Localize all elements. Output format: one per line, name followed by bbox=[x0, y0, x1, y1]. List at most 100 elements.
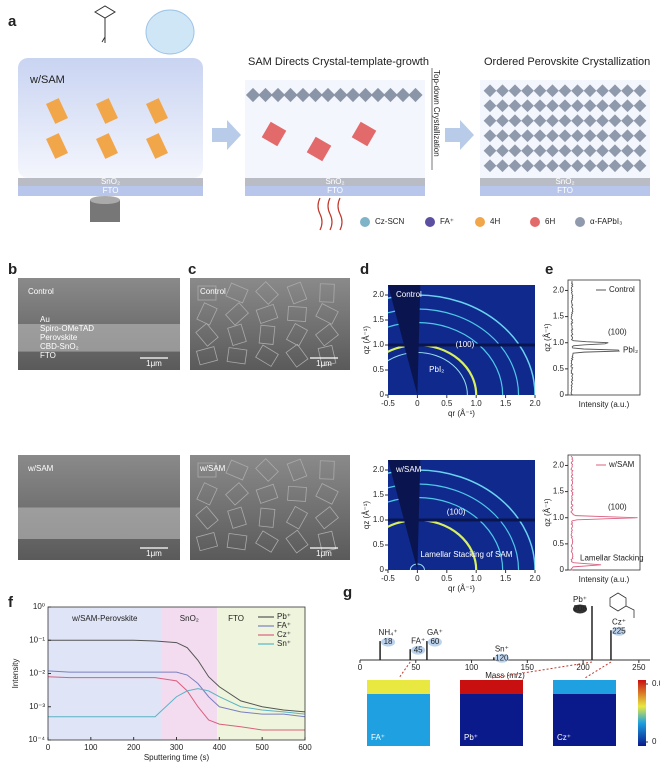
panel-label: d bbox=[360, 261, 369, 278]
panel-label: b bbox=[8, 261, 17, 278]
x-tick-label: 300 bbox=[170, 743, 184, 752]
x-tick-label: 50 bbox=[411, 663, 420, 672]
scale-text: 1μm bbox=[146, 549, 162, 558]
peak-name: Pb⁺ bbox=[573, 595, 587, 604]
x-tick-label: -0.5 bbox=[381, 574, 395, 583]
peak-mass: 45 bbox=[414, 645, 423, 654]
legend-label: Control bbox=[609, 285, 635, 294]
y-tick-label: 1.0 bbox=[553, 338, 565, 347]
y-tick-label: 10⁻² bbox=[29, 669, 45, 678]
x-tick-label: 0.5 bbox=[441, 399, 453, 408]
map-label: FA⁺ bbox=[371, 733, 385, 742]
molecule bbox=[610, 593, 634, 618]
x-axis-label: Intensity (a.u.) bbox=[579, 400, 630, 409]
scale-text: 1μm bbox=[146, 359, 162, 368]
y-tick-label: 0 bbox=[560, 390, 565, 399]
layer-label: FTO bbox=[103, 186, 119, 195]
profile-line bbox=[571, 281, 619, 395]
y-tick-label: 1.5 bbox=[553, 487, 565, 496]
map-label: Cz⁺ bbox=[557, 733, 571, 742]
colorbar-label: 0.02 bbox=[652, 679, 660, 688]
peak-mass: 120 bbox=[495, 653, 509, 662]
peak-mass: 225 bbox=[612, 626, 626, 635]
x-tick-label: 400 bbox=[213, 743, 227, 752]
y-tick-label: 0.5 bbox=[373, 365, 385, 374]
y-tick-label: 10⁻³ bbox=[29, 702, 45, 711]
scale-text: 1μm bbox=[316, 359, 332, 368]
y-tick-label: 1.5 bbox=[553, 312, 565, 321]
x-tick-label: 1.0 bbox=[471, 574, 483, 583]
arrow bbox=[445, 120, 474, 150]
y-tick-label: 2.0 bbox=[553, 461, 565, 470]
legend-label: Sn⁺ bbox=[277, 639, 291, 648]
x-tick-label: -0.5 bbox=[381, 399, 395, 408]
arrow bbox=[212, 120, 241, 150]
y-tick-label: 0 bbox=[560, 565, 565, 574]
legend-label: Pb⁺ bbox=[277, 612, 291, 621]
y-tick-label: 1.0 bbox=[373, 340, 385, 349]
sem-label: Control bbox=[28, 287, 54, 296]
x-axis-label: qr (Å⁻¹) bbox=[448, 584, 475, 593]
y-axis-label: qz (Å⁻¹) bbox=[362, 326, 371, 355]
panel-label: c bbox=[188, 261, 196, 278]
x-tick-label: 0 bbox=[358, 663, 363, 672]
colorbar bbox=[638, 680, 646, 746]
droplet bbox=[146, 10, 194, 54]
y-axis-label: Intensity bbox=[11, 659, 20, 689]
legend-icon bbox=[575, 217, 585, 227]
y-tick-label: 1.5 bbox=[373, 490, 385, 499]
peak-mass: 208 bbox=[573, 604, 587, 613]
region bbox=[217, 607, 305, 740]
ion-map-band bbox=[367, 680, 430, 694]
peak-name: Sn⁺ bbox=[495, 644, 509, 653]
legend-icon bbox=[425, 217, 435, 227]
x-tick-label: 100 bbox=[465, 663, 479, 672]
panel-label: a bbox=[8, 13, 17, 30]
y-tick-label: 10⁻¹ bbox=[29, 635, 45, 644]
giwaxs-label: w/SAM bbox=[395, 465, 422, 474]
layer-label: Spiro-OMeTAD bbox=[40, 324, 94, 333]
legend-label: FA⁺ bbox=[440, 217, 454, 226]
layer-label: SnO₂ bbox=[325, 177, 344, 186]
y-tick-label: 0.5 bbox=[553, 364, 565, 373]
x-tick-label: 1.0 bbox=[471, 399, 483, 408]
x-tick-label: 2.0 bbox=[529, 399, 541, 408]
region-label: SnO₂ bbox=[180, 614, 199, 623]
molecule bbox=[95, 6, 115, 43]
x-tick-label: 250 bbox=[632, 663, 646, 672]
legend-label: α-FAPbI₃ bbox=[590, 217, 622, 226]
y-tick-label: 0 bbox=[380, 390, 385, 399]
x-axis-label: Sputtering time (s) bbox=[144, 753, 210, 762]
legend-icon bbox=[530, 217, 540, 227]
x-tick-label: 600 bbox=[298, 743, 312, 752]
colorbar-label: 0 bbox=[652, 737, 657, 746]
panel-label: f bbox=[8, 594, 14, 611]
spin-top bbox=[90, 196, 120, 204]
legend-label: 6H bbox=[545, 217, 555, 226]
y-tick-label: 1.0 bbox=[373, 515, 385, 524]
annotation: PbI₂ bbox=[623, 346, 638, 355]
annotation: PbI₂ bbox=[429, 365, 444, 374]
x-tick-label: 0 bbox=[46, 743, 51, 752]
legend-icon bbox=[475, 217, 485, 227]
stage-title: SAM Directs Crystal-template-growth bbox=[248, 56, 429, 68]
x-tick-label: 200 bbox=[127, 743, 141, 752]
annotation: (100) bbox=[608, 327, 627, 336]
x-tick-label: 1.5 bbox=[500, 574, 512, 583]
map-arrow bbox=[399, 662, 410, 678]
giwaxs-label: Control bbox=[396, 290, 422, 299]
y-tick-label: 1.5 bbox=[373, 315, 385, 324]
region-label: FTO bbox=[228, 614, 244, 623]
legend-label: Cz-SCN bbox=[375, 217, 405, 226]
stage-title: Ordered Perovskite Crystallization bbox=[484, 56, 650, 68]
layer-label: FTO bbox=[557, 186, 573, 195]
y-tick-label: 0.5 bbox=[553, 539, 565, 548]
annotation: (100) bbox=[447, 508, 466, 517]
scale-text: 1μm bbox=[316, 549, 332, 558]
layer-label: Perovskite bbox=[40, 333, 78, 342]
arrow-text: Top-down Crystallization bbox=[432, 70, 441, 157]
y-tick-label: 2.0 bbox=[373, 290, 385, 299]
